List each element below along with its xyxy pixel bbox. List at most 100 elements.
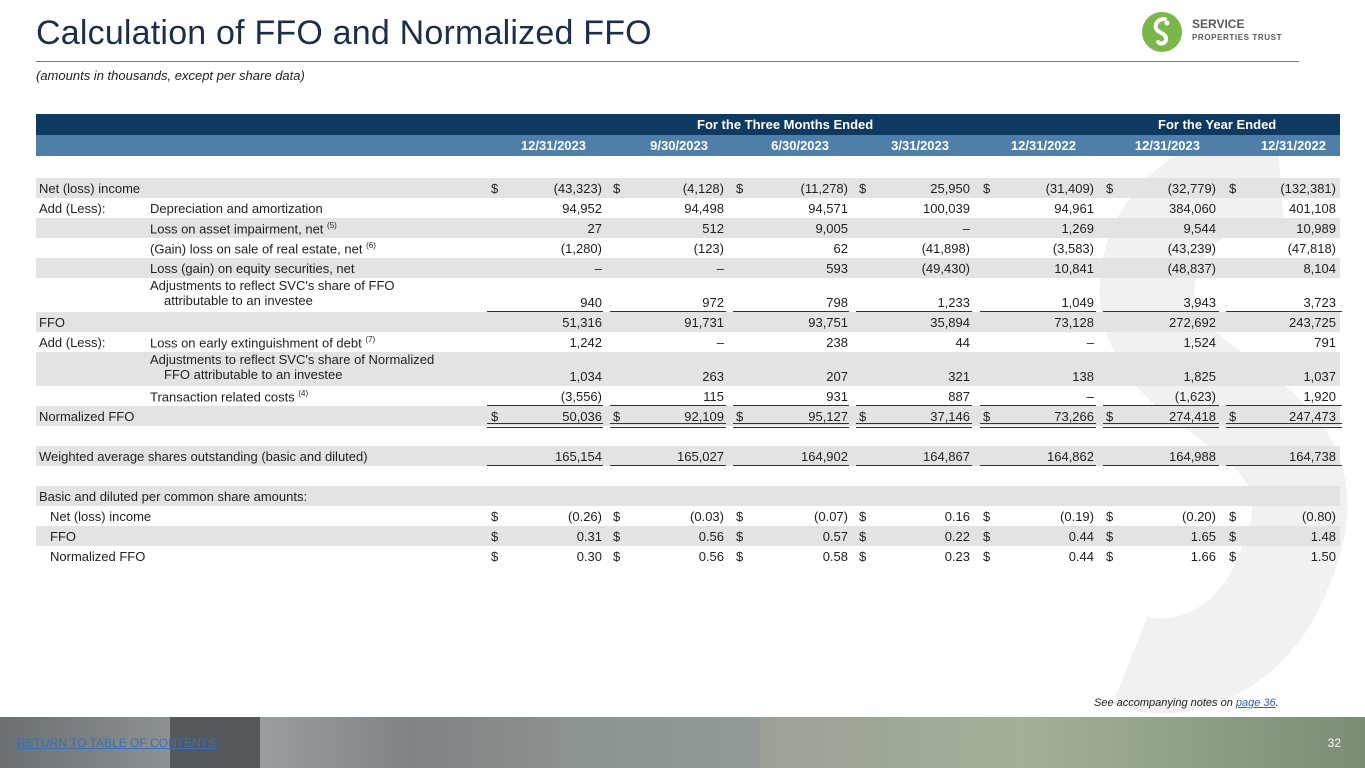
table-row: Basic and diluted per common share amoun… [36,486,1340,506]
cell-value: 384,060 [1169,201,1216,216]
currency-symbol: $ [859,509,867,524]
total-double-underline [487,423,603,428]
row-label: Loss (gain) on equity securities, net [150,261,355,276]
subtotal-underline [980,311,1096,312]
section-label: Basic and diluted per common share amoun… [39,489,308,504]
cell-value: 0.56 [698,549,724,564]
row-label: Net (loss) income [50,509,151,524]
cell-value: 73,128 [1054,315,1094,330]
cell-value: (1,623) [1174,389,1216,404]
currency-symbol: $ [1106,529,1114,544]
row-label-text: Normalized FFO [39,409,135,424]
cell-value: 1,825 [1183,369,1216,384]
currency-symbol: $ [613,549,621,564]
cell-value: – [1086,335,1094,350]
cell-value: 44 [955,335,970,350]
table-row: (Gain) loss on sale of real estate, net … [36,238,1340,258]
table-row: FFO 51,316 91,731 93,751 35,894 73,128 272,692… [36,312,1340,332]
cell-value: 27 [587,221,602,236]
cell-value: 1,242 [569,335,602,350]
cell-value: 1,037 [1303,369,1336,384]
cell-value: 1,049 [1061,295,1094,310]
cell-value: (0.19) [1060,509,1094,524]
header-date-row: 12/31/2023 9/30/2023 6/30/2023 3/31/2023 12/… [36,135,1340,156]
footer-banner [0,717,1365,768]
cell-value: 95,127 [808,409,848,424]
notes-page-link[interactable]: page 36 [1235,697,1276,709]
column-header-date: 12/31/2023 [1134,138,1200,153]
cell-value: 1,524 [1183,335,1216,350]
cell-value: 0.58 [822,549,848,564]
logo-text: SERVICE PROPERTIES TRUST [1192,18,1282,44]
logo-mark-icon [1142,12,1182,52]
total-underline [980,465,1096,466]
cell-value: 940 [580,295,602,310]
row-label-line1: Adjustments to reflect SVC's share of FF… [150,278,395,293]
cell-value: 164,867 [923,449,970,464]
cell-value: 9,005 [815,221,848,236]
cell-value: 321 [948,369,970,384]
currency-symbol: $ [491,181,499,196]
cell-value: (0.80) [1302,509,1336,524]
cell-value: (31,409) [1045,181,1094,196]
header-three-months: For the Three Months Ended [697,117,874,132]
row-label-text: (Gain) loss on sale of real estate, net [150,241,363,257]
column-header-date: 12/31/2022 [1010,138,1076,153]
currency-symbol: $ [491,509,499,524]
cell-value: (3,556) [560,389,602,404]
subtotal-underline [1103,405,1219,406]
row-label-text: Loss on early extinguishment of debt [150,335,362,351]
cell-value: 798 [826,295,848,310]
notes-reference: See accompanying notes on page 36. [1094,697,1279,709]
cell-value: 887 [948,389,970,404]
total-underline [610,465,726,466]
row-label-line1: Adjustments to reflect SVC's share of No… [150,352,435,367]
subtotal-underline [610,405,726,406]
ffo-table: For the Three Months Ended For the Year … [36,114,1342,566]
cell-value: 0.57 [822,529,848,544]
return-to-toc-link[interactable]: RETURN TO TABLE OF CONTENTS [17,736,217,750]
cell-value: (32,779) [1167,181,1216,196]
row-label-text: FFO [50,529,76,544]
subtotal-underline [733,405,849,406]
cell-value: 8,104 [1303,261,1336,276]
subtotal-underline [487,311,603,312]
table-row: Adjustments to reflect SVC's share of No… [36,352,1340,386]
cell-value: 25,950 [930,181,970,196]
cell-value: 1,269 [1061,221,1094,236]
row-label-text: Weighted average shares outstanding (bas… [39,449,368,464]
currency-symbol: $ [859,409,867,424]
cell-value: (0.20) [1182,509,1216,524]
currency-symbol: $ [1106,509,1114,524]
cell-value: 247,473 [1289,409,1336,424]
header-year-ended: For the Year Ended [1158,117,1277,132]
currency-symbol: $ [613,181,621,196]
currency-symbol: $ [736,549,744,564]
cell-value: 94,498 [684,201,724,216]
row-label-text: Loss on asset impairment, net [150,221,324,237]
cell-value: 0.22 [944,529,970,544]
column-header-date: 6/30/2023 [771,138,829,153]
cell-value: (0.03) [690,509,724,524]
currency-symbol: $ [859,181,867,196]
currency-symbol: $ [859,529,867,544]
currency-symbol: $ [491,409,499,424]
row-label-text: Net (loss) income [39,181,141,196]
row-label: Adjustments to reflect SVC's share of FF… [150,278,395,308]
subtotal-underline [610,311,726,312]
cell-value: 791 [1314,335,1336,350]
footnote-ref: (7) [365,335,376,344]
cell-value: 1,034 [569,369,602,384]
cell-value: (48,837) [1167,261,1216,276]
cell-value: – [716,335,724,350]
cell-value: 37,146 [930,409,970,424]
total-double-underline [610,423,726,428]
row-label: FFO [39,315,65,330]
total-double-underline [856,423,972,428]
currency-symbol: $ [491,529,499,544]
cell-value: 9,544 [1183,221,1216,236]
currency-symbol: $ [859,549,867,564]
footnote-ref: (4) [298,389,309,398]
row-label: Transaction related costs (4) [150,389,308,404]
cell-value: 0.44 [1068,549,1094,564]
